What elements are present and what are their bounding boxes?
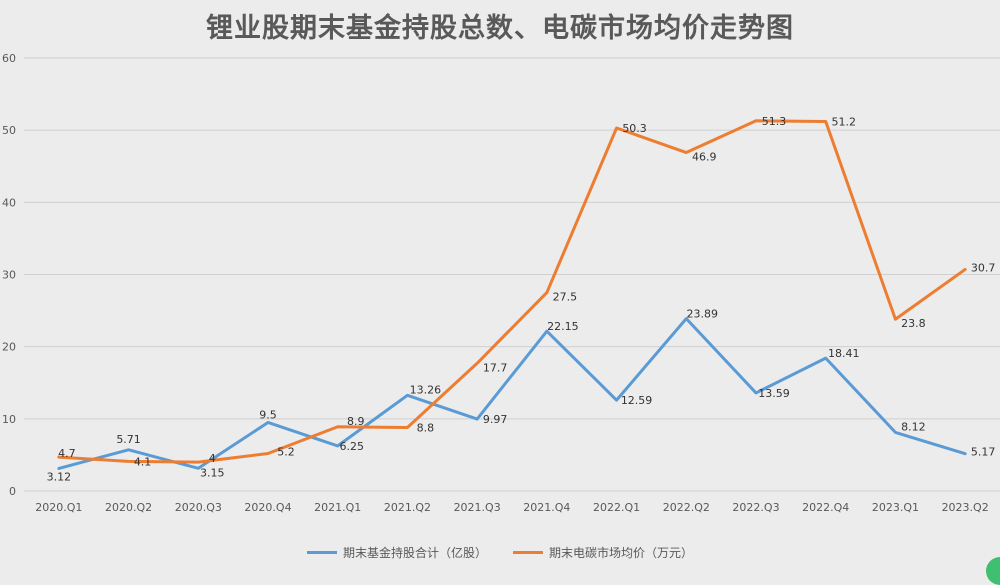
data-label: 51.2	[831, 116, 856, 129]
data-point	[614, 398, 619, 403]
data-label: 17.7	[483, 361, 508, 374]
data-point	[475, 417, 480, 422]
y-tick-label: 0	[9, 485, 16, 498]
data-point	[754, 118, 759, 123]
data-point	[963, 451, 968, 456]
data-point	[544, 290, 549, 295]
data-label: 12.59	[621, 394, 653, 407]
data-label: 3.15	[200, 466, 225, 479]
x-tick-label: 2020.Q2	[105, 501, 152, 514]
x-tick-label: 2022.Q1	[593, 501, 640, 514]
data-label: 46.9	[692, 151, 717, 164]
legend-swatch-price	[513, 551, 543, 554]
data-point	[196, 460, 201, 465]
data-point	[405, 425, 410, 430]
data-point	[893, 317, 898, 322]
x-tick-label: 2021.Q4	[523, 501, 570, 514]
data-label: 51.3	[762, 115, 787, 128]
data-point	[335, 424, 340, 429]
data-label: 23.89	[687, 308, 719, 321]
y-tick-label: 60	[2, 52, 16, 65]
y-tick-label: 50	[2, 124, 16, 137]
data-label: 13.26	[410, 383, 442, 396]
data-label: 8.12	[901, 420, 926, 433]
data-label: 5.71	[116, 433, 141, 446]
data-label: 8.9	[347, 415, 365, 428]
y-tick-label: 20	[2, 341, 16, 354]
data-label: 5.2	[277, 445, 295, 458]
data-point	[684, 150, 689, 155]
x-tick-label: 2020.Q4	[244, 501, 291, 514]
x-tick-label: 2023.Q1	[872, 501, 919, 514]
legend-label-price: 期末电碳市场均价（万元）	[549, 546, 694, 560]
data-label: 23.8	[901, 317, 926, 330]
data-label: 22.15	[547, 320, 579, 333]
data-label: 30.7	[971, 261, 996, 274]
x-tick-label: 2022.Q4	[802, 501, 849, 514]
data-label: 9.97	[483, 413, 508, 426]
data-label: 9.5	[259, 408, 277, 421]
data-label: 4	[209, 452, 216, 465]
data-point	[963, 267, 968, 272]
data-point	[266, 451, 271, 456]
data-label: 4.1	[134, 455, 152, 468]
y-tick-label: 30	[2, 269, 16, 282]
x-tick-label: 2020.Q1	[35, 501, 82, 514]
x-tick-label: 2022.Q3	[732, 501, 779, 514]
y-tick-label: 10	[2, 413, 16, 426]
data-label: 8.8	[417, 421, 435, 434]
data-label: 50.3	[622, 122, 647, 135]
legend-item-price[interactable]: 期末电碳市场均价（万元）	[513, 544, 693, 561]
chart-title: 锂业股期末基金持股总数、电碳市场均价走势图	[206, 13, 794, 44]
series-lines	[57, 118, 968, 470]
data-label: 3.12	[47, 470, 72, 483]
data-label: 5.17	[971, 446, 996, 459]
data-point	[614, 126, 619, 131]
data-label: 13.59	[758, 387, 790, 400]
data-labels: 3.12 5.71 3.15 9.5 6.25 13.26 9.97 22.15 12.59 23…	[47, 115, 996, 484]
y-tick-label: 40	[2, 196, 16, 209]
series-line-price	[57, 119, 967, 464]
x-axis: 2020.Q1 2020.Q2 2020.Q3 2020.Q4 2021.Q1 2021.…	[35, 501, 988, 514]
legend-item-holdings[interactable]: 期末基金持股合计（亿股）	[306, 544, 487, 561]
x-tick-label: 2022.Q2	[663, 501, 710, 514]
data-point	[126, 459, 131, 464]
x-tick-label: 2020.Q3	[175, 501, 222, 514]
x-tick-label: 2021.Q2	[384, 501, 431, 514]
data-point	[823, 119, 828, 124]
data-point	[893, 430, 898, 435]
data-label: 18.41	[828, 347, 860, 360]
data-label: 6.25	[339, 440, 364, 453]
x-tick-label: 2021.Q1	[314, 501, 361, 514]
data-point	[475, 361, 480, 366]
series-line-holdings	[57, 317, 967, 470]
x-tick-label: 2023.Q2	[942, 501, 989, 514]
y-axis: 0 10 20 30 40 50 60	[2, 52, 16, 498]
x-tick-label: 2021.Q3	[454, 501, 501, 514]
gridlines	[24, 57, 1000, 492]
data-label: 4.7	[58, 447, 76, 460]
legend-label-holdings: 期末基金持股合计（亿股）	[342, 546, 487, 560]
data-point	[126, 447, 131, 452]
data-label: 27.5	[553, 291, 578, 304]
legend-swatch-holdings	[306, 551, 337, 554]
legend: 期末基金持股合计（亿股） 期末电碳市场均价（万元）	[0, 544, 1000, 561]
